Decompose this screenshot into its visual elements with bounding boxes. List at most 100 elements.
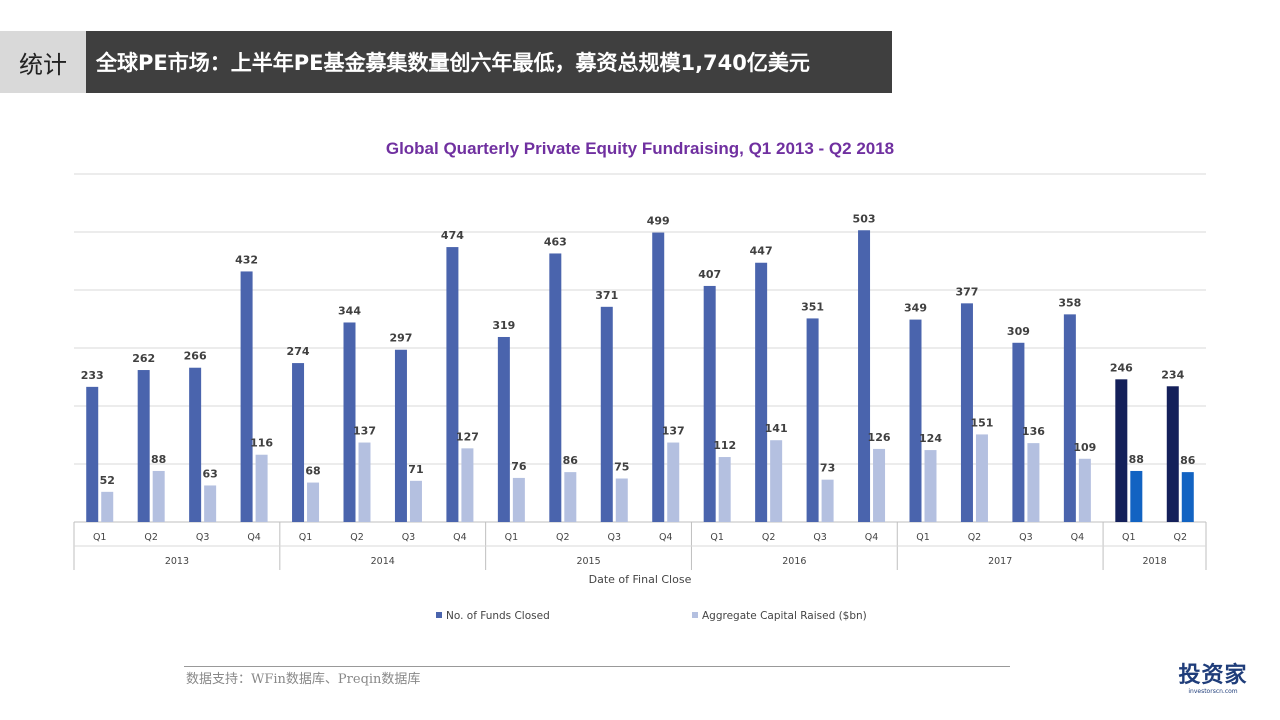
data-label-capital: 126 — [868, 431, 891, 444]
bar-funds-closed — [652, 232, 665, 522]
tick-label-quarter: Q2 — [350, 532, 364, 543]
logo-text: 投资家 — [1178, 663, 1248, 688]
tick-label-quarter: Q4 — [1071, 532, 1085, 543]
data-label-funds: 233 — [81, 369, 104, 382]
bar-funds-closed — [137, 370, 150, 522]
page-title: 全球PE市场：上半年PE基金募集数量创六年最低，募资总规模1,740亿美元 — [86, 31, 892, 93]
tick-label-year: 2016 — [782, 556, 806, 567]
tick-label-quarter: Q3 — [402, 532, 416, 543]
data-label-capital: 68 — [305, 465, 320, 478]
data-label-capital: 88 — [151, 453, 166, 466]
bar-funds-closed — [960, 303, 973, 522]
data-label-capital: 73 — [820, 462, 835, 475]
data-label-funds: 274 — [287, 345, 310, 358]
tick-label-quarter: Q2 — [762, 532, 776, 543]
x-axis: Q1 Q2 Q3 Q4 Q1 Q2 Q3 Q4 Q1 Q2 Q3 Q4 Q1 Q2 Q3 Q4 Q1 Q2 Q3 Q4… — [73, 522, 1207, 570]
bar-capital-raised — [615, 478, 628, 522]
legend-label-capital: Aggregate Capital Raised ($bn) — [702, 610, 867, 622]
data-label-capital: 63 — [202, 467, 217, 480]
bar-funds-closed — [1012, 342, 1025, 522]
bar-capital-raised — [1078, 458, 1091, 522]
data-label-capital: 75 — [614, 461, 629, 474]
data-label-funds: 499 — [647, 215, 670, 228]
data-label-capital: 151 — [970, 416, 993, 429]
bar-funds-closed — [858, 230, 871, 522]
data-label-capital: 137 — [662, 425, 685, 438]
bar-capital-raised — [1181, 472, 1194, 522]
data-label-funds: 297 — [389, 332, 412, 345]
data-label-funds: 503 — [853, 212, 876, 225]
bar-capital-raised — [358, 442, 371, 522]
bar-capital-raised — [152, 470, 165, 522]
bar-funds-closed — [1115, 379, 1128, 522]
bar-funds-closed — [806, 318, 819, 522]
tick-label-year: 2015 — [576, 556, 600, 567]
data-label-capital: 112 — [713, 439, 736, 452]
bar-funds-closed — [1166, 386, 1179, 522]
tick-label-year: 2017 — [988, 556, 1012, 567]
bar-funds-closed — [189, 367, 202, 522]
bar-capital-raised — [409, 480, 422, 522]
data-label-capital: 88 — [1129, 453, 1144, 466]
data-label-capital: 109 — [1073, 441, 1096, 454]
tick-label-quarter: Q4 — [453, 532, 467, 543]
bar-capital-raised — [512, 477, 525, 522]
bar-funds-closed — [497, 336, 510, 522]
bar-funds-closed — [549, 253, 562, 522]
bar-funds-closed — [755, 262, 768, 522]
logo-subtext: investorscn.com — [1188, 688, 1238, 695]
data-label-funds: 262 — [132, 352, 155, 365]
data-label-capital: 136 — [1022, 425, 1045, 438]
tick-label-quarter: Q1 — [299, 532, 313, 543]
bar-funds-closed — [343, 322, 356, 522]
tick-label-year: 2013 — [165, 556, 189, 567]
tick-label-quarter: Q2 — [144, 532, 158, 543]
data-label-capital: 71 — [408, 463, 423, 476]
bar-funds-closed — [86, 386, 99, 522]
data-label-funds: 309 — [1007, 325, 1030, 338]
data-label-funds: 246 — [1110, 361, 1133, 374]
bar-funds-closed — [446, 247, 459, 522]
bar-capital-raised — [101, 491, 114, 522]
tick-label-quarter: Q3 — [196, 532, 210, 543]
data-label-capital: 137 — [353, 425, 376, 438]
data-label-funds: 344 — [338, 304, 361, 317]
tick-label-year: 2014 — [371, 556, 395, 567]
bar-capital-raised — [255, 454, 268, 522]
bar-funds-closed — [600, 306, 613, 522]
data-label-funds: 377 — [955, 285, 978, 298]
tick-label-quarter: Q1 — [1122, 532, 1136, 543]
tick-label-quarter: Q2 — [1174, 532, 1188, 543]
data-label-funds: 371 — [595, 289, 618, 302]
data-label-funds: 349 — [904, 302, 927, 315]
data-label-capital: 116 — [250, 437, 273, 450]
bar-capital-raised — [1130, 470, 1143, 522]
tick-label-quarter: Q4 — [659, 532, 673, 543]
data-labels: 233 52 262 88 266 63 432 116 274 68 344 137 297 71 474… — [81, 212, 1196, 487]
bar-capital-raised — [204, 485, 217, 522]
data-label-capital: 52 — [100, 474, 115, 487]
bar-funds-closed — [240, 271, 253, 522]
bar-capital-raised — [564, 472, 577, 522]
tick-label-quarter: Q4 — [865, 532, 879, 543]
bar-capital-raised — [1027, 443, 1040, 522]
section-label: 统计 — [0, 31, 86, 93]
bar-funds-closed — [909, 319, 922, 522]
data-label-capital: 86 — [563, 454, 579, 467]
legend-swatch-funds — [436, 612, 442, 618]
data-label-funds: 266 — [184, 350, 207, 363]
bar-capital-raised — [821, 479, 834, 522]
bar-funds-closed — [292, 363, 305, 522]
tick-label-quarter: Q1 — [916, 532, 930, 543]
data-label-funds: 447 — [750, 245, 773, 258]
bar-funds-closed — [394, 349, 407, 522]
tick-label-year: 2018 — [1142, 556, 1166, 567]
data-label-capital: 86 — [1180, 454, 1196, 467]
data-label-funds: 358 — [1058, 296, 1081, 309]
data-label-funds: 319 — [492, 319, 515, 332]
brand-logo: 投资家 investorscn.com — [1173, 664, 1253, 698]
source-note: 数据支持：WFin数据库、Preqin数据库 — [186, 672, 421, 687]
tick-label-quarter: Q2 — [968, 532, 982, 543]
chart-title: Global Quarterly Private Equity Fundrais… — [386, 139, 894, 158]
